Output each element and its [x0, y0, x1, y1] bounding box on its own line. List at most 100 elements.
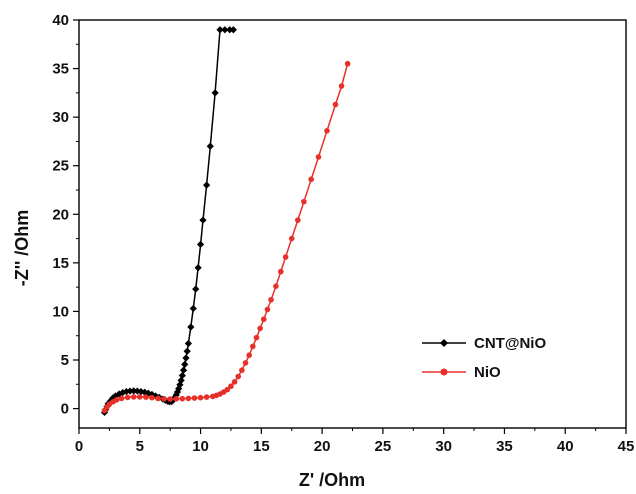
x-tick-label: 15	[253, 438, 270, 455]
data-point	[246, 352, 252, 358]
x-tick-label: 20	[314, 438, 331, 455]
x-tick-label: 25	[375, 438, 392, 455]
data-point	[203, 181, 211, 189]
data-point	[288, 235, 295, 242]
data-point	[226, 26, 234, 34]
data-point	[235, 373, 242, 380]
legend-entry-cnt-nio: CNT@NiO	[422, 335, 546, 352]
data-point	[191, 395, 198, 401]
data-point	[175, 385, 183, 393]
data-point	[177, 376, 185, 384]
data-point	[196, 240, 205, 248]
y-tick-label: 30	[52, 109, 69, 126]
y-axis-title: -Z'' /Ohm	[12, 210, 32, 287]
data-point	[203, 394, 210, 400]
data-point	[239, 367, 245, 374]
data-point	[197, 394, 204, 401]
series-cnt-nio	[100, 26, 237, 417]
data-point	[122, 387, 131, 396]
x-tick-label: 0	[75, 438, 83, 455]
data-point	[181, 360, 189, 368]
x-tick-label: 35	[496, 438, 513, 455]
x-tick-label: 10	[192, 438, 209, 455]
data-point	[167, 396, 173, 402]
data-point	[130, 394, 137, 400]
data-point	[189, 304, 197, 313]
data-point	[332, 101, 339, 108]
axis-ticks	[73, 19, 627, 434]
y-tick-label: 40	[52, 12, 69, 29]
data-point	[184, 339, 192, 348]
data-point	[260, 316, 267, 323]
data-point	[149, 394, 155, 401]
data-point	[221, 26, 229, 34]
data-point	[216, 26, 224, 34]
y-tick-label: 15	[52, 255, 69, 272]
data-point	[228, 383, 234, 390]
y-tick-label: 20	[52, 206, 69, 223]
data-point	[124, 394, 131, 401]
data-point	[187, 323, 195, 331]
legend-entry-nio: NiO	[422, 364, 501, 381]
data-point	[143, 394, 149, 400]
plot-frame	[78, 19, 627, 429]
x-axis-title: Z' /Ohm	[299, 470, 365, 490]
data-point	[155, 395, 161, 402]
tick-labels: 0 5 10 15 20 25 30 35 40 45 0 5 10 15 20 25 30 35 40	[52, 12, 634, 455]
data-point	[130, 387, 138, 395]
data-point	[231, 379, 238, 385]
data-point	[315, 154, 322, 160]
data-point	[183, 347, 191, 355]
series-line-cnt-nio	[103, 28, 234, 413]
data-point	[253, 334, 260, 341]
data-point	[273, 283, 279, 289]
data-point	[301, 198, 307, 205]
data-point	[308, 176, 314, 183]
y-tick-label: 5	[61, 352, 69, 369]
data-point	[295, 217, 301, 223]
data-point	[224, 386, 231, 393]
x-tick-label: 45	[618, 438, 635, 455]
data-point	[109, 394, 117, 402]
x-tick-label: 30	[435, 438, 452, 455]
y-tick-label: 25	[52, 158, 69, 175]
data-point	[242, 360, 249, 366]
data-point	[194, 264, 202, 272]
data-point	[282, 254, 289, 260]
data-point	[178, 371, 186, 380]
data-point	[182, 354, 190, 362]
data-point	[173, 396, 180, 402]
series-nio	[101, 60, 351, 414]
legend-marker-cnt-nio	[440, 339, 448, 347]
series-line-nio	[103, 63, 349, 411]
x-tick-label: 40	[557, 438, 574, 455]
data-point	[250, 343, 256, 350]
data-point	[211, 89, 219, 97]
legend-label-cnt-nio: CNT@NiO	[474, 335, 546, 352]
data-point	[126, 387, 134, 395]
y-tick-label: 0	[61, 401, 69, 418]
x-tick-label: 5	[136, 438, 144, 455]
data-point	[192, 285, 200, 293]
data-point	[199, 216, 207, 224]
data-point	[206, 142, 214, 150]
data-point	[324, 127, 330, 134]
legend: CNT@NiO NiO	[422, 335, 546, 381]
data-point	[268, 296, 274, 303]
data-point	[264, 306, 271, 313]
data-point	[161, 396, 167, 402]
y-tick-label: 35	[52, 61, 69, 78]
data-point	[185, 395, 192, 402]
data-point	[118, 395, 125, 402]
legend-label-nio: NiO	[474, 364, 501, 381]
plot-series	[100, 26, 351, 417]
y-tick-label: 10	[52, 303, 69, 320]
data-point	[141, 388, 149, 396]
data-point	[229, 26, 237, 34]
data-point	[179, 395, 186, 402]
data-point	[277, 268, 284, 275]
data-point	[113, 397, 120, 403]
data-point	[136, 394, 143, 400]
axes	[78, 19, 627, 429]
